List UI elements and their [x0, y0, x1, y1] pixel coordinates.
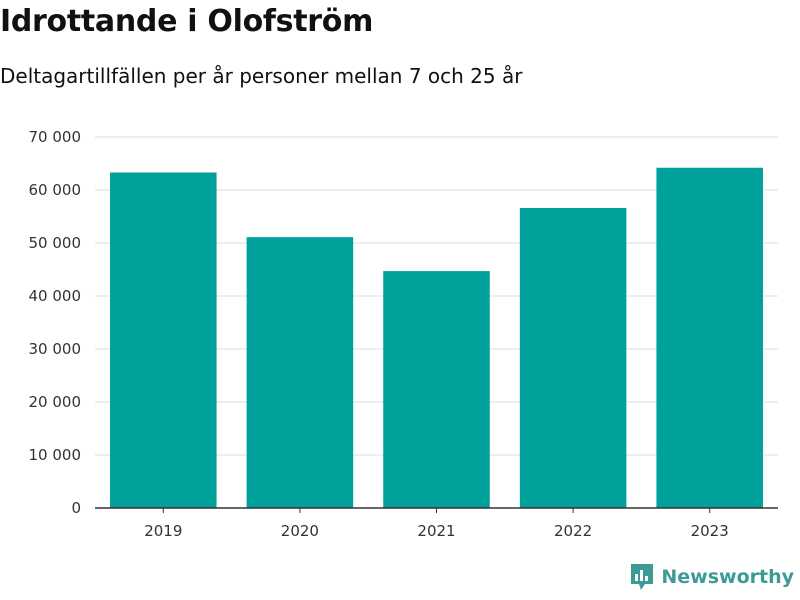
- x-tick-label: 2022: [554, 522, 592, 540]
- bar-2019: [110, 172, 217, 508]
- newsworthy-logo: Newsworthy: [629, 562, 794, 592]
- x-tick-label: 2023: [691, 522, 729, 540]
- y-tick-label: 60 000: [29, 181, 82, 199]
- y-tick-label: 20 000: [29, 393, 82, 411]
- bar-chart-bubble-icon: [631, 564, 654, 590]
- x-tick-label: 2019: [144, 522, 182, 540]
- bars: [110, 167, 763, 509]
- y-tick-label: 40 000: [29, 287, 82, 305]
- y-tick-label: 70 000: [29, 128, 82, 146]
- bar-2020: [246, 237, 354, 509]
- x-axis-tick-labels: 2019 2020 2021 2022 2023: [144, 508, 729, 540]
- y-tick-label: 10 000: [29, 446, 82, 464]
- y-tick-label: 50 000: [29, 234, 82, 252]
- y-tick-label: 0: [71, 499, 81, 517]
- bar-2022: [519, 208, 627, 508]
- bar-2023: [656, 167, 763, 509]
- chart-subtitle: Deltagartillfällen per år personer mella…: [0, 64, 523, 88]
- brand-name: Newsworthy: [661, 566, 794, 588]
- chart-title: Idrottande i Olofström: [0, 4, 374, 39]
- y-axis-tick-labels: 0 10 000 20 000 30 000 40 000 50 000 60 000 70 …: [29, 128, 82, 517]
- bar-2021: [383, 271, 490, 508]
- x-tick-label: 2020: [281, 522, 319, 540]
- x-tick-label: 2021: [417, 522, 455, 540]
- y-tick-label: 30 000: [29, 340, 82, 358]
